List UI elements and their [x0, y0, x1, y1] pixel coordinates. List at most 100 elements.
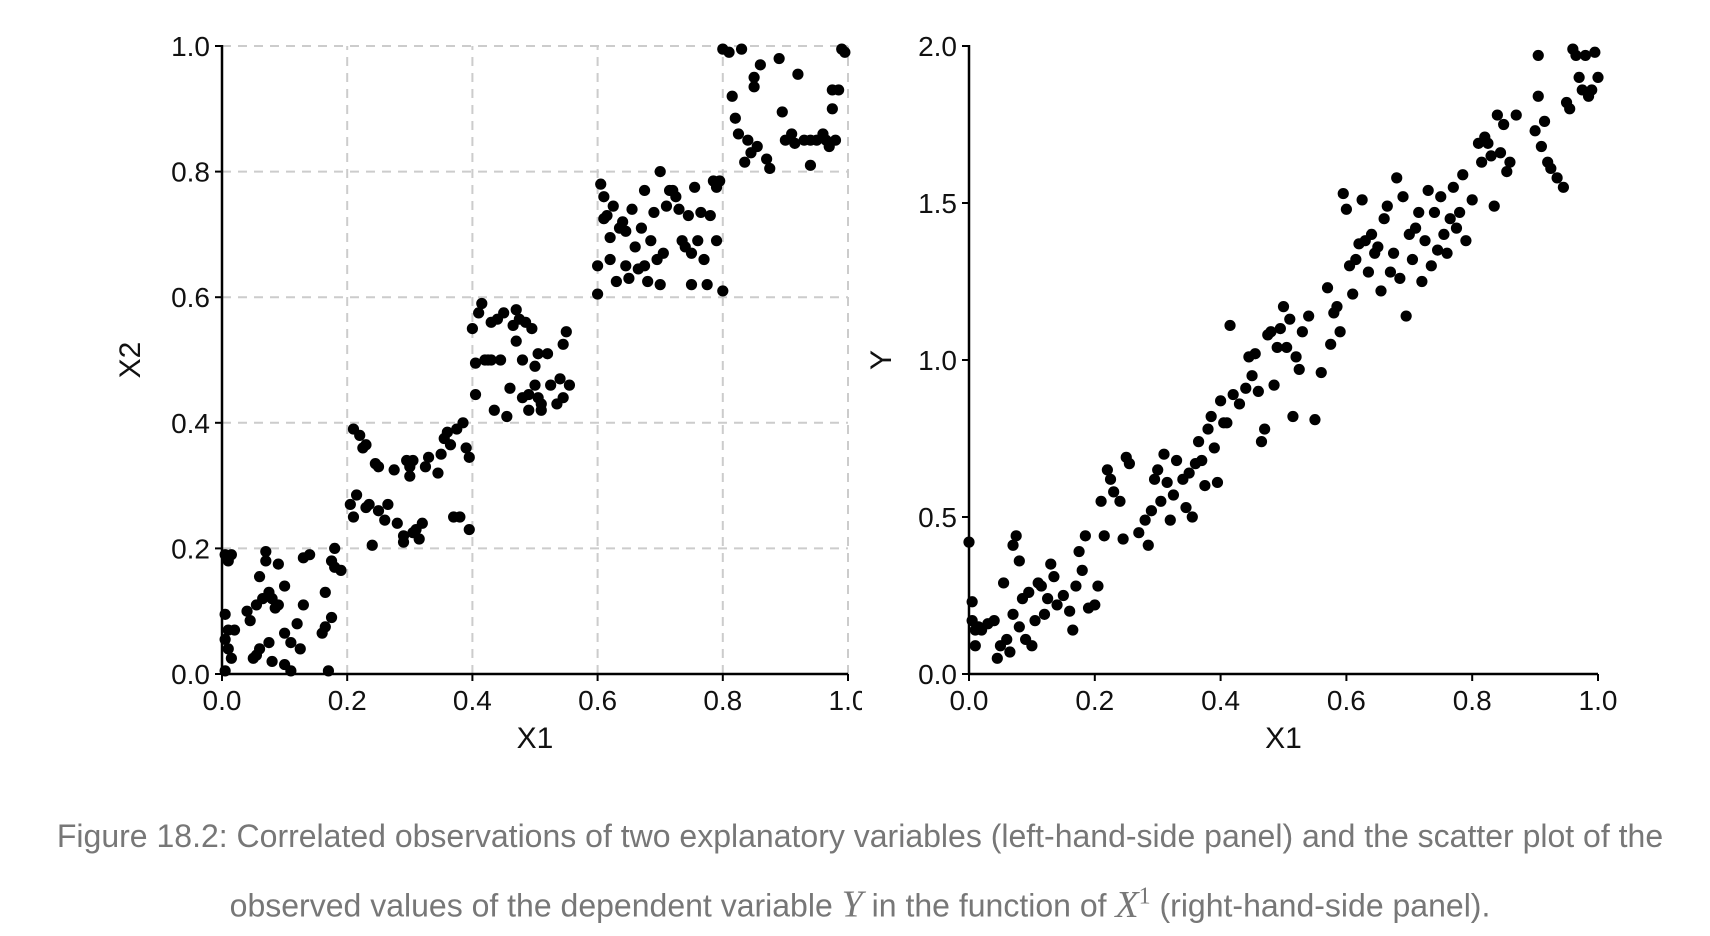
right-data-point [1255, 436, 1268, 448]
right-data-point [1444, 213, 1456, 225]
left-data-point [382, 498, 394, 511]
right-data-point [1510, 109, 1522, 121]
figure: 0.0 0.2 0.4 0.6 0.8 1.0 0.0 0.2 0.4 0.6 0.8 1.0 X1 X2… [114, 31, 1617, 755]
right-data-point [1029, 615, 1041, 627]
left-data-point [535, 398, 547, 410]
left-data-point [485, 354, 497, 366]
right-data-point [1413, 206, 1425, 219]
right-data-point [1042, 593, 1054, 605]
left-data-point [516, 354, 529, 366]
left-data-point [557, 338, 569, 350]
left-data-point [494, 354, 507, 366]
left-data-point [604, 253, 616, 266]
left-data-point [444, 439, 457, 451]
left-data-point [685, 247, 698, 259]
caption-text-2: in the function of [862, 887, 1116, 924]
right-data-point [1334, 326, 1346, 338]
right-y-tick-label: 0.5 [918, 502, 957, 533]
right-data-point [1391, 172, 1403, 184]
left-y-tick-label: 1.0 [171, 31, 210, 62]
left-data-point [704, 209, 716, 222]
right-data-point [1488, 200, 1500, 212]
left-data-point [391, 517, 403, 529]
left-data-point [592, 260, 604, 272]
right-data-point [1152, 464, 1164, 476]
right-data-point [1211, 476, 1224, 489]
right-data-point [1589, 46, 1601, 58]
left-data-point [441, 426, 453, 438]
left-data-point [726, 90, 738, 102]
left-data-point [432, 467, 444, 479]
right-data-point [1532, 49, 1544, 62]
right-data-point [1381, 200, 1393, 212]
left-data-point [739, 156, 751, 168]
right-data-point [1064, 605, 1076, 617]
right-data-point [1073, 545, 1085, 558]
left-data-point [279, 627, 291, 639]
left-data-point [504, 382, 516, 394]
left-data-point [388, 464, 400, 476]
right-data-point [963, 536, 975, 548]
right-data-point [1205, 410, 1217, 423]
left-data-point [773, 52, 785, 65]
left-data-point [698, 253, 710, 266]
left-data-point [285, 637, 297, 649]
left-data-point [416, 517, 428, 529]
right-x-tick-label: 0.6 [1327, 685, 1366, 716]
right-data-point [1079, 530, 1091, 542]
left-data-point [397, 530, 410, 542]
left-data-point [754, 59, 766, 71]
right-data-point [1551, 172, 1563, 184]
right-data-point [1498, 118, 1510, 131]
left-data-point [422, 451, 435, 463]
right-data-point [1123, 458, 1135, 470]
right-data-point [1051, 599, 1063, 611]
right-data-point [1076, 564, 1088, 576]
right-data-point [1170, 454, 1183, 467]
left-data-point [460, 442, 472, 454]
left-data-point [466, 323, 478, 335]
right-data-point [1425, 260, 1437, 272]
right-data-point [1092, 580, 1104, 592]
figure-charts: 0.0 0.2 0.4 0.6 0.8 1.0 0.0 0.2 0.4 0.6 0.8 1.0 X1 X2… [114, 31, 1617, 755]
left-data-point [350, 489, 363, 501]
left-data-point [645, 235, 657, 247]
left-data-point [219, 665, 231, 677]
left-data-point [469, 357, 482, 369]
right-data-point [1192, 436, 1205, 448]
left-data-point [529, 379, 541, 391]
left-data-point [366, 539, 378, 551]
right-data-point [1347, 288, 1359, 300]
right-data-point [1148, 473, 1161, 485]
left-data-point [272, 599, 284, 611]
right-data-point [1281, 341, 1293, 354]
left-data-point [219, 633, 231, 646]
right-data-point [1378, 213, 1390, 225]
right-data-point [988, 615, 1000, 627]
right-data-point [1557, 181, 1570, 193]
right-data-point [1535, 140, 1547, 153]
right-data-point [1274, 323, 1286, 335]
right-data-point [1070, 580, 1082, 592]
left-data-point [413, 533, 425, 545]
left-data-point [294, 643, 306, 655]
left-plot-area: 0.0 0.2 0.4 0.6 0.8 1.0 0.0 0.2 0.4 0.6 0.8 1.0 [171, 31, 862, 716]
right-data-point [1145, 505, 1158, 517]
right-x-tick-label: 0.2 [1075, 685, 1114, 716]
left-data-point [532, 348, 544, 360]
right-data-point [1114, 495, 1126, 507]
left-y-axis-title: X2 [114, 342, 147, 379]
right-data-point [1387, 247, 1400, 259]
right-data-point [1529, 125, 1541, 137]
right-data-point [1240, 382, 1252, 394]
left-data-point [225, 549, 237, 561]
right-data-point [1101, 464, 1113, 476]
left-data-point [419, 461, 432, 473]
left-data-point [297, 599, 309, 611]
left-data-point [244, 615, 256, 627]
left-data-point [501, 410, 513, 423]
left-x-tick-label: 0.0 [203, 685, 242, 716]
left-data-point [654, 279, 666, 291]
right-data-point [1482, 137, 1494, 149]
right-data-point [1035, 580, 1047, 592]
